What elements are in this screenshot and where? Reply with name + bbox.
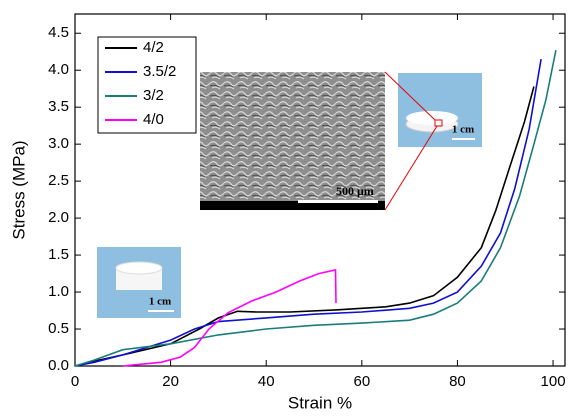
x-tick-label: 0: [71, 373, 79, 390]
legend-label: 4/0: [143, 111, 164, 128]
series-line: [122, 268, 337, 367]
y-tick-label: 2.5: [48, 172, 69, 189]
y-tick-label: 4.0: [48, 61, 69, 78]
zoom-line: [384, 125, 438, 211]
annotation: 1 cm: [149, 296, 171, 308]
y-tick-label: 1.0: [48, 283, 69, 300]
y-tick-label: 3.5: [48, 98, 69, 115]
inset-photo-bottom: [97, 247, 181, 318]
y-axis-label: Stress (MPa): [9, 140, 28, 239]
legend-label: 3.5/2: [143, 63, 176, 80]
inset-photo-top: [398, 73, 482, 147]
x-tick-label: 80: [449, 373, 466, 390]
y-tick-label: 0.5: [48, 320, 69, 337]
legend-label: 4/2: [143, 39, 164, 56]
x-tick-label: 100: [541, 373, 566, 390]
annotation: 1 cm: [452, 124, 474, 136]
x-axis-label: Strain %: [288, 393, 352, 412]
series-line: [74, 50, 557, 367]
annotation: 500um: [360, 203, 375, 209]
x-tick-label: 40: [258, 373, 275, 390]
x-tick-label: 60: [353, 373, 370, 390]
x-tick-label: 20: [162, 373, 179, 390]
legend-label: 3/2: [143, 87, 164, 104]
inset-sem: [200, 72, 385, 210]
y-tick-label: 2.0: [48, 209, 69, 226]
y-tick-label: 4.5: [48, 24, 69, 41]
y-tick-label: 0.0: [48, 357, 69, 374]
plot-frame: [74, 13, 566, 367]
legend: [97, 36, 197, 134]
annotation: 500 μm: [336, 184, 374, 198]
y-tick-label: 1.5: [48, 246, 69, 263]
annotation: SU8010 5.0kV 9.6mm x100 LM(L): [203, 203, 279, 209]
y-tick-label: 3.0: [48, 135, 69, 152]
zoom-line: [384, 71, 436, 121]
